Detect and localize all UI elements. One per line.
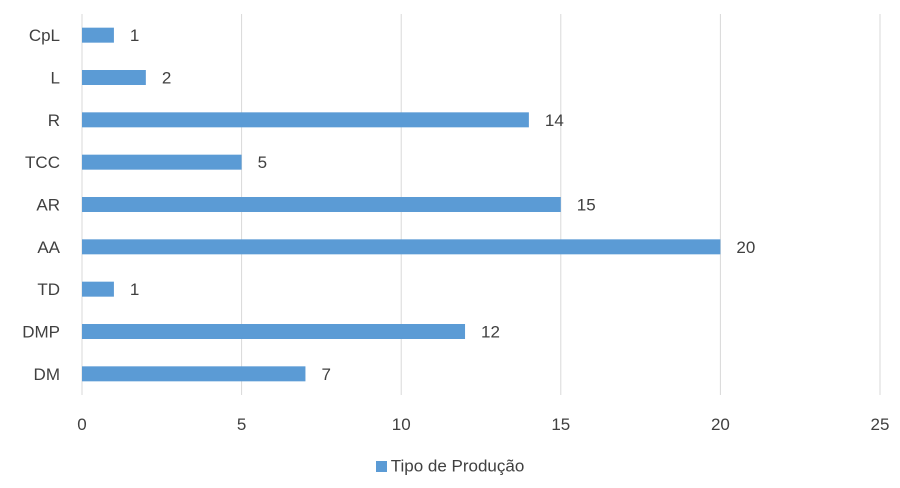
category-label-R: R xyxy=(48,111,60,130)
x-tick-label: 10 xyxy=(392,415,411,434)
x-tick-label: 25 xyxy=(871,415,890,434)
category-label-TCC: TCC xyxy=(25,153,60,172)
category-label-DM: DM xyxy=(34,365,60,384)
category-label-CpL: CpL xyxy=(29,26,60,45)
data-label-L: 2 xyxy=(162,69,171,88)
data-label-R: 14 xyxy=(545,111,564,130)
legend-label: Tipo de Produção xyxy=(390,456,525,476)
bars xyxy=(82,27,721,382)
data-label-TCC: 5 xyxy=(258,153,267,172)
category-label-TD: TD xyxy=(37,280,60,299)
data-label-TD: 1 xyxy=(130,280,139,299)
bar-DM xyxy=(82,366,306,382)
data-label-AA: 20 xyxy=(736,238,755,257)
bar-TCC xyxy=(82,154,242,170)
x-tick-label: 5 xyxy=(237,415,246,434)
bar-AR xyxy=(82,197,561,212)
x-tick-labels: 0 5 10 15 20 25 xyxy=(77,415,889,434)
data-label-DMP: 12 xyxy=(481,323,500,342)
x-tick-label: 15 xyxy=(551,415,570,434)
data-label-CpL: 1 xyxy=(130,26,139,45)
category-label-L: L xyxy=(51,69,60,88)
x-tick-label: 0 xyxy=(77,415,86,434)
bar-TD xyxy=(82,281,114,297)
bar-AA xyxy=(82,239,721,255)
data-label-DM: 7 xyxy=(321,365,330,384)
bar-CpL xyxy=(82,27,114,43)
bar-L xyxy=(82,70,146,85)
bar-R xyxy=(82,112,529,128)
category-label-AA: AA xyxy=(37,238,60,257)
legend-swatch xyxy=(375,461,387,473)
category-labels: CpL L R TCC AR AA TD DMP DM xyxy=(22,26,60,384)
bar-DMP xyxy=(82,324,466,339)
data-label-AR: 15 xyxy=(577,196,596,215)
category-label-DMP: DMP xyxy=(22,323,60,342)
legend: Tipo de Produção xyxy=(0,456,900,477)
x-tick-label: 20 xyxy=(711,415,730,434)
category-label-AR: AR xyxy=(36,196,60,215)
